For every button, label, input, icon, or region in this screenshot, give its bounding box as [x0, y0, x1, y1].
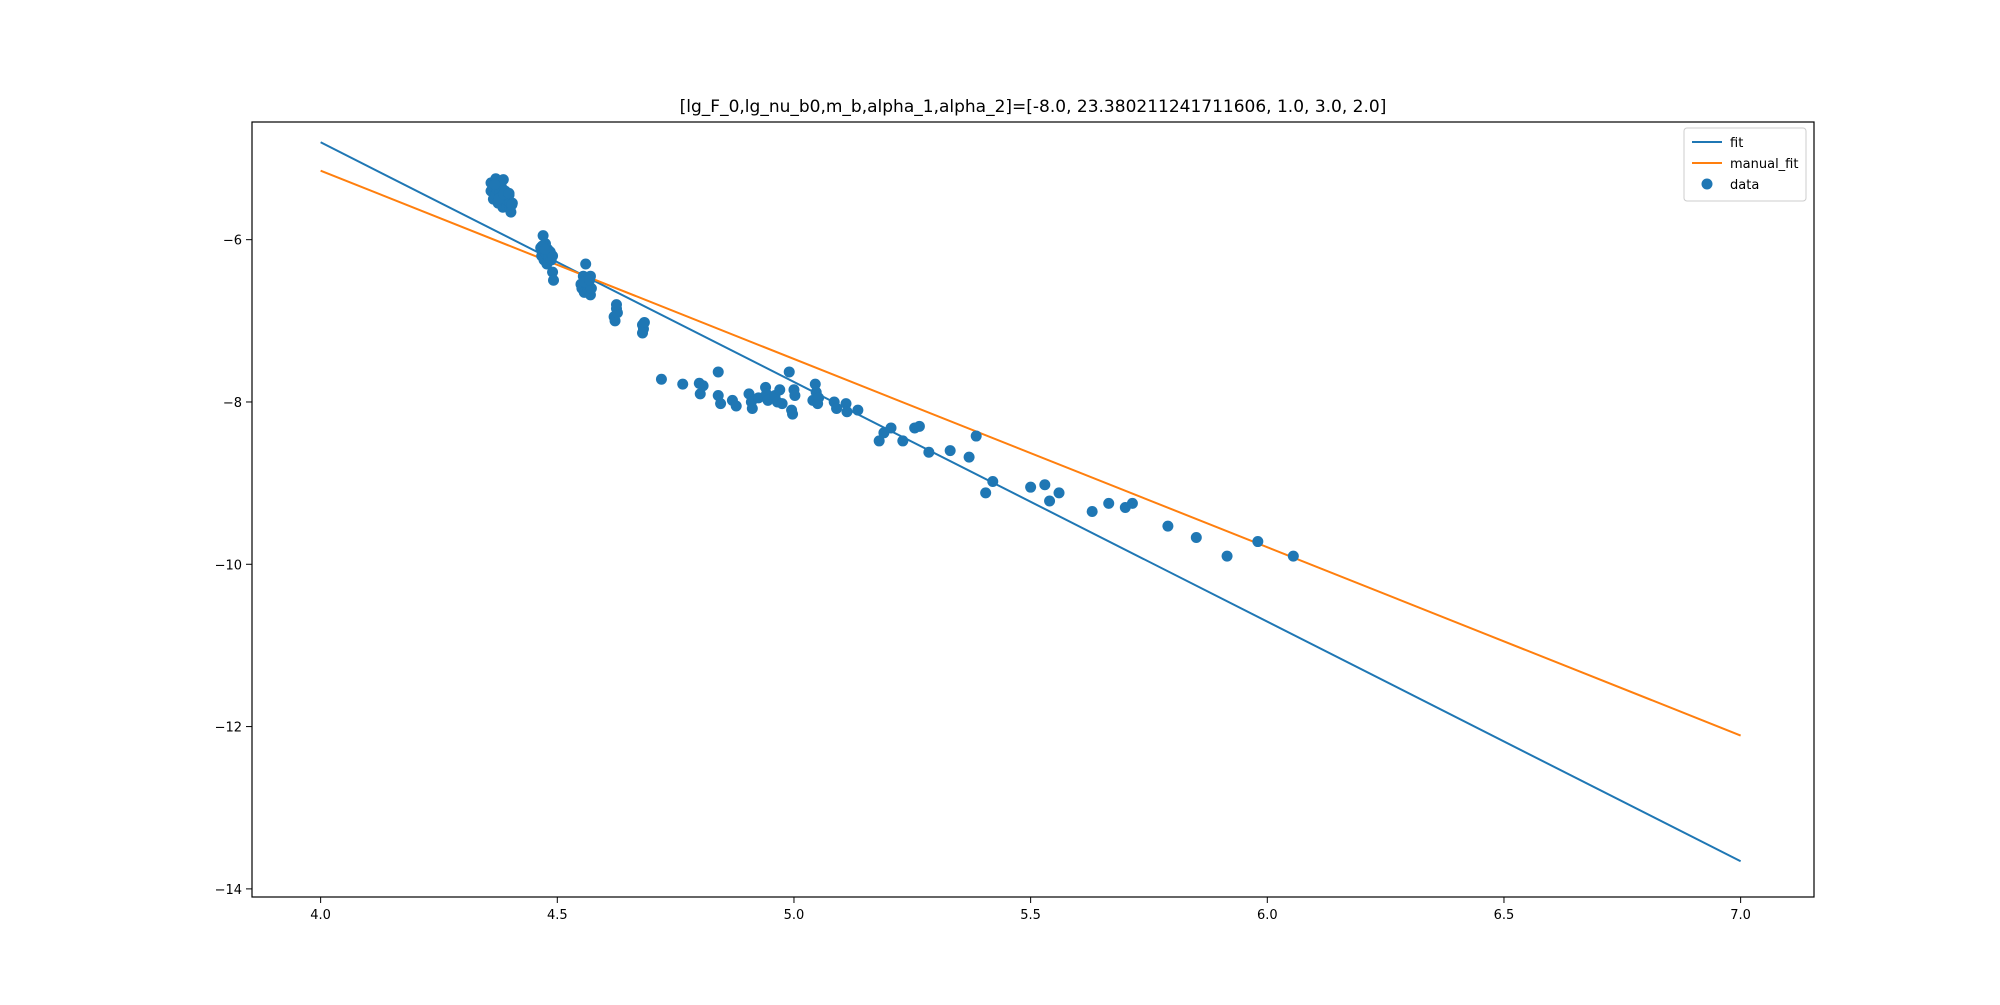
- data-point: [497, 174, 509, 186]
- data-point: [611, 307, 623, 319]
- data-point: [1162, 520, 1174, 532]
- data-point: [913, 420, 925, 432]
- series-line-fit: [320, 141, 1742, 863]
- data-point: [1126, 497, 1138, 509]
- data-point: [787, 408, 799, 420]
- plot-area-frame: [251, 121, 1815, 898]
- data-point: [776, 398, 788, 410]
- data-point: [831, 402, 843, 414]
- y-tick-label: −8: [223, 396, 242, 411]
- x-tick-label: 4.0: [310, 908, 331, 923]
- data-point: [852, 404, 864, 416]
- data-point: [1039, 479, 1051, 491]
- data-point: [655, 373, 667, 385]
- x-tick-label: 6.5: [1494, 908, 1515, 923]
- data-point: [980, 487, 992, 499]
- data-point: [506, 199, 518, 211]
- legend-label-data: data: [1730, 178, 1759, 193]
- series-line-manual-fit: [320, 169, 1741, 737]
- data-point: [580, 258, 592, 270]
- data-point: [841, 406, 853, 418]
- x-tick-label: 5.5: [1020, 908, 1041, 923]
- y-tick-label: −14: [215, 883, 242, 898]
- data-point: [809, 378, 821, 390]
- x-tick-label: 5.0: [784, 908, 805, 923]
- data-point: [638, 316, 650, 328]
- data-point: [547, 266, 559, 278]
- data-point: [746, 402, 758, 414]
- data-point: [610, 299, 622, 311]
- x-tick-label: 4.5: [547, 908, 568, 923]
- data-point: [789, 389, 801, 401]
- data-point: [774, 384, 786, 396]
- data-point: [1086, 506, 1098, 518]
- data-point: [730, 400, 742, 412]
- data-point: [987, 476, 999, 487]
- data-point: [923, 446, 935, 458]
- x-tick-label: 7.0: [1730, 908, 1751, 923]
- chart-title: [lg_F_0,lg_nu_b0,m_b,alpha_1,alpha_2]=[-…: [680, 97, 1387, 117]
- y-tick-label: −6: [223, 234, 242, 249]
- data-point: [944, 445, 956, 457]
- data-point: [712, 366, 724, 378]
- series-points-data: [485, 173, 1299, 562]
- data-point: [970, 430, 982, 442]
- data-point: [677, 378, 689, 390]
- data-point: [547, 250, 559, 262]
- data-point: [1252, 536, 1264, 548]
- data-point: [1053, 487, 1065, 499]
- x-axis: 4.0 4.5 5.0 5.5 6.0 6.5 7.0: [310, 897, 1751, 923]
- legend-label-manual-fit: manual_fit: [1730, 157, 1798, 172]
- y-tick-label: −10: [215, 558, 242, 573]
- data-point: [697, 380, 709, 392]
- data-point: [873, 435, 885, 447]
- legend-swatch-data: [1701, 178, 1713, 190]
- data-point: [1103, 497, 1115, 509]
- y-tick-label: −12: [215, 721, 242, 736]
- data-point: [1044, 495, 1056, 507]
- x-tick-label: 6.0: [1257, 908, 1278, 923]
- series-layer: [320, 141, 1742, 863]
- data-point: [1190, 532, 1202, 543]
- y-axis: −14 −12 −10 −8 −6: [215, 234, 252, 898]
- data-point: [548, 274, 560, 286]
- legend-box: [1683, 127, 1807, 202]
- data-point: [715, 398, 727, 410]
- data-point: [503, 187, 515, 199]
- data-point: [1221, 550, 1233, 562]
- data-point: [539, 243, 551, 255]
- data-point: [840, 398, 852, 410]
- data-point: [583, 274, 595, 286]
- data-point: [885, 422, 897, 434]
- data-point: [1025, 481, 1037, 493]
- legend-label-fit: fit: [1730, 136, 1743, 151]
- data-point: [1287, 550, 1299, 562]
- data-point: [897, 435, 909, 447]
- data-point: [783, 366, 795, 378]
- data-point: [813, 392, 825, 404]
- data-point: [963, 451, 975, 463]
- data-point: [489, 178, 501, 190]
